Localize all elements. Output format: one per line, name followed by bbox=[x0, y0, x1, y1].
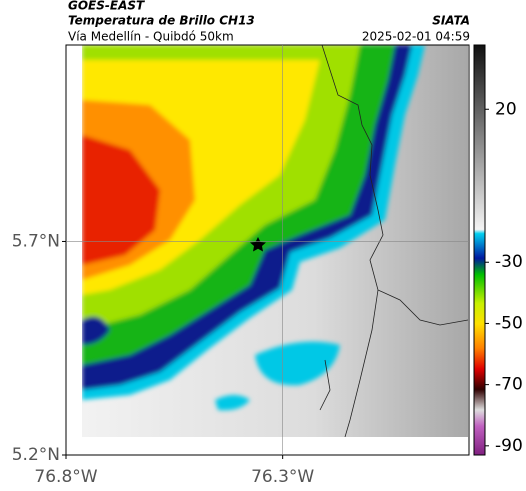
colorbar-label: -90 bbox=[495, 436, 523, 456]
lon-label: 76.8°W bbox=[34, 467, 97, 487]
scale-layer: 5.7°N 5.2°N76.8°W 76.3°W 20 -30 -50 -70 -90 bbox=[12, 45, 523, 487]
map-frame bbox=[65, 44, 470, 456]
colorbar-label: 20 bbox=[495, 99, 517, 119]
product: Temperatura de Brillo CH13 bbox=[68, 14, 255, 28]
colorbar-label: -70 bbox=[495, 375, 523, 395]
colorbar-label: -30 bbox=[495, 252, 523, 272]
city-marker bbox=[250, 237, 266, 252]
source: GOES-EAST bbox=[68, 0, 145, 13]
region: Vía Medellín - Quibdó 50km bbox=[68, 30, 234, 44]
satellite-image bbox=[82, 45, 468, 437]
colorbar bbox=[473, 44, 486, 456]
org: SIATA bbox=[432, 14, 470, 28]
lat-label: 5.7°N bbox=[12, 231, 60, 251]
datetime: 2025-02-01 04:59 bbox=[362, 30, 470, 44]
lat-label: 5.2°N bbox=[12, 445, 60, 465]
colorbar-label: -50 bbox=[495, 313, 523, 333]
lon-label: 76.3°W bbox=[251, 467, 314, 487]
